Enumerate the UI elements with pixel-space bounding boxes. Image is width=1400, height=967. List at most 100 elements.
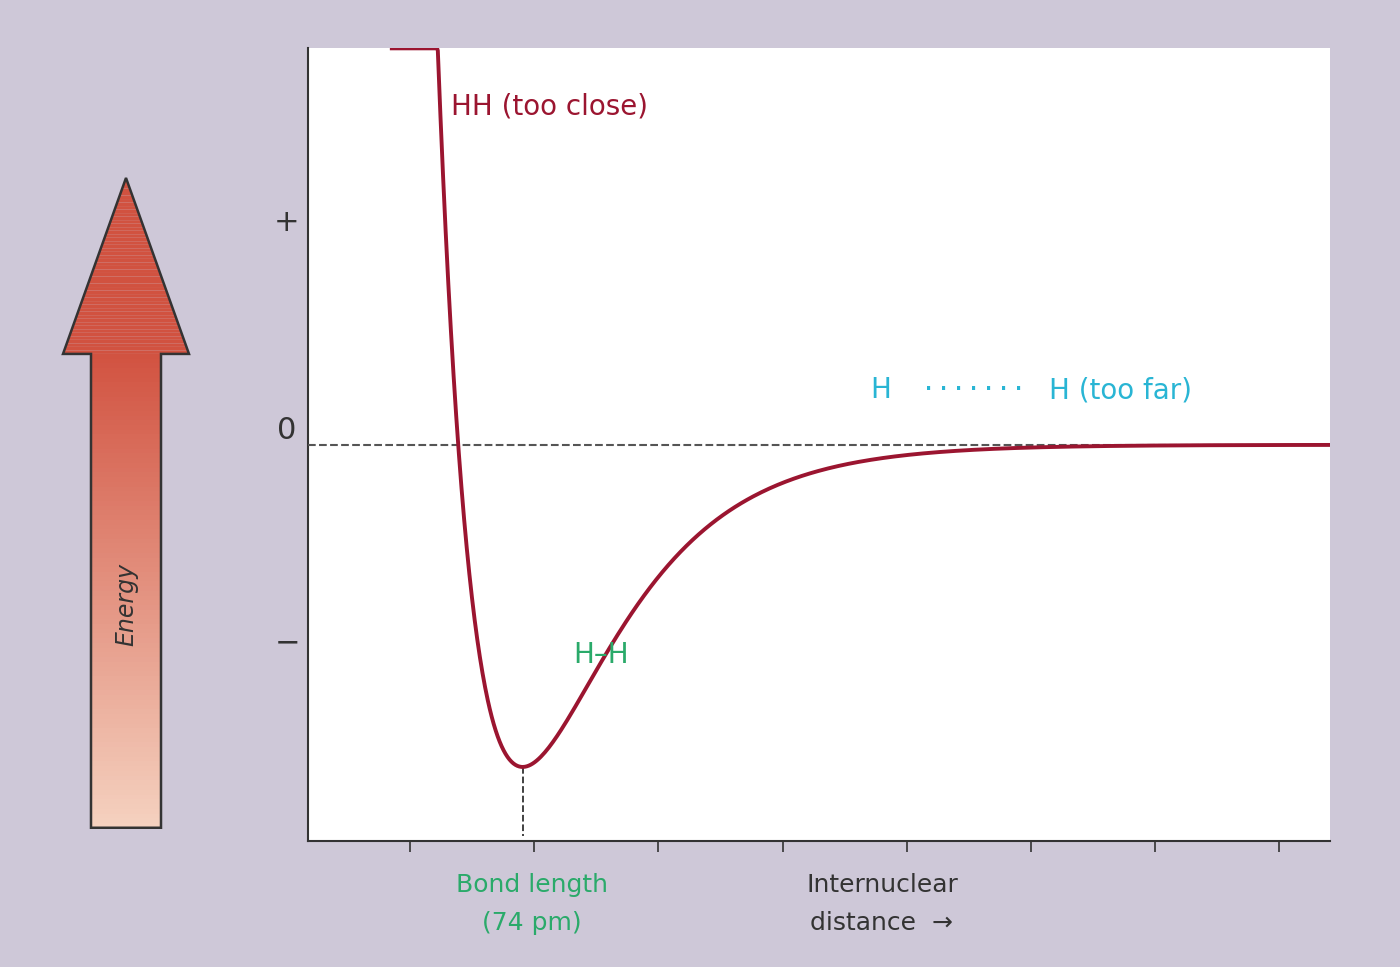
Polygon shape [99, 249, 153, 251]
Polygon shape [115, 206, 137, 210]
Polygon shape [91, 808, 161, 813]
Polygon shape [91, 581, 161, 586]
Polygon shape [91, 615, 161, 619]
Polygon shape [91, 785, 161, 790]
Polygon shape [91, 477, 161, 482]
Polygon shape [91, 576, 161, 581]
Polygon shape [67, 339, 185, 343]
Polygon shape [91, 705, 161, 709]
Polygon shape [91, 690, 161, 695]
Polygon shape [81, 301, 171, 305]
Polygon shape [118, 199, 134, 202]
Polygon shape [73, 322, 179, 326]
Polygon shape [120, 189, 132, 192]
Polygon shape [91, 458, 161, 463]
Polygon shape [91, 429, 161, 434]
Polygon shape [98, 251, 154, 255]
Polygon shape [91, 823, 161, 828]
Polygon shape [90, 277, 162, 280]
Polygon shape [91, 780, 161, 785]
Polygon shape [91, 534, 161, 539]
Polygon shape [91, 805, 161, 808]
Polygon shape [91, 567, 161, 571]
Polygon shape [77, 311, 175, 315]
Polygon shape [91, 681, 161, 686]
Polygon shape [94, 266, 158, 270]
Polygon shape [91, 571, 161, 576]
Polygon shape [91, 392, 161, 396]
Text: Bond length: Bond length [456, 873, 608, 896]
Polygon shape [91, 638, 161, 643]
Polygon shape [91, 718, 161, 723]
Polygon shape [104, 238, 148, 242]
Polygon shape [91, 444, 161, 449]
Polygon shape [91, 434, 161, 439]
Polygon shape [91, 439, 161, 444]
Polygon shape [91, 468, 161, 472]
Polygon shape [91, 629, 161, 633]
Polygon shape [91, 752, 161, 756]
Polygon shape [91, 411, 161, 416]
Polygon shape [76, 315, 176, 319]
Polygon shape [91, 454, 161, 458]
Polygon shape [91, 813, 161, 818]
Polygon shape [91, 766, 161, 771]
Polygon shape [91, 553, 161, 558]
Polygon shape [91, 709, 161, 714]
Polygon shape [78, 308, 174, 311]
Polygon shape [91, 747, 161, 752]
Polygon shape [91, 714, 161, 718]
Polygon shape [74, 319, 178, 322]
Polygon shape [83, 294, 169, 298]
Polygon shape [91, 658, 161, 661]
Polygon shape [91, 671, 161, 676]
Polygon shape [70, 333, 183, 337]
Polygon shape [91, 416, 161, 421]
Polygon shape [92, 270, 160, 273]
Text: (74 pm): (74 pm) [482, 912, 582, 935]
Polygon shape [88, 280, 164, 283]
Polygon shape [91, 368, 161, 373]
Polygon shape [91, 661, 161, 666]
Polygon shape [91, 800, 161, 805]
Polygon shape [91, 676, 161, 681]
Polygon shape [80, 305, 172, 308]
Polygon shape [70, 330, 182, 333]
Polygon shape [83, 298, 171, 301]
Polygon shape [91, 463, 161, 468]
Polygon shape [123, 182, 129, 185]
Polygon shape [91, 486, 161, 491]
Text: ·······: ······· [921, 378, 1026, 402]
Text: H–H: H–H [574, 641, 630, 669]
Polygon shape [91, 743, 161, 747]
Text: H: H [871, 376, 890, 404]
Text: −: − [274, 629, 300, 658]
Polygon shape [91, 396, 161, 401]
Polygon shape [91, 421, 161, 425]
Polygon shape [91, 605, 161, 610]
Polygon shape [91, 491, 161, 496]
Text: HH (too close): HH (too close) [451, 93, 648, 121]
Polygon shape [91, 653, 161, 658]
Polygon shape [122, 185, 130, 189]
Polygon shape [91, 364, 161, 368]
Polygon shape [91, 482, 161, 486]
Polygon shape [91, 377, 161, 382]
Polygon shape [91, 529, 161, 534]
Polygon shape [85, 287, 167, 290]
Polygon shape [91, 496, 161, 501]
Polygon shape [91, 686, 161, 690]
Polygon shape [91, 401, 161, 406]
Polygon shape [91, 273, 161, 277]
Polygon shape [63, 350, 189, 354]
Polygon shape [91, 733, 161, 738]
Polygon shape [91, 406, 161, 411]
Polygon shape [95, 259, 157, 262]
Polygon shape [120, 192, 133, 195]
Polygon shape [95, 262, 157, 266]
Polygon shape [91, 506, 161, 511]
Polygon shape [91, 539, 161, 543]
Polygon shape [69, 337, 183, 339]
Polygon shape [91, 756, 161, 761]
Text: distance  →: distance → [811, 912, 953, 935]
